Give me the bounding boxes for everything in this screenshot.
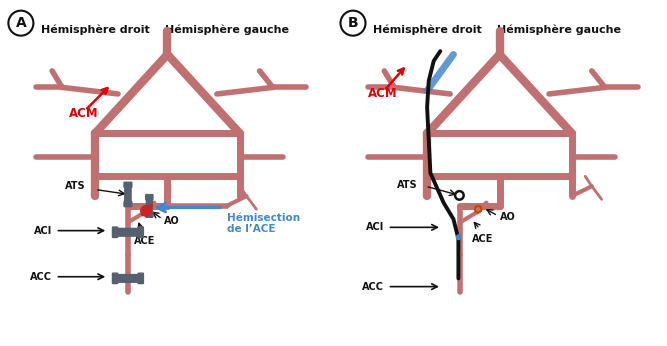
Text: ATS: ATS — [397, 180, 418, 190]
Circle shape — [456, 235, 461, 239]
Text: A: A — [15, 16, 26, 30]
Text: Hémisphère droit: Hémisphère droit — [41, 25, 149, 35]
FancyBboxPatch shape — [125, 185, 131, 204]
Text: ACM: ACM — [69, 107, 98, 120]
FancyBboxPatch shape — [146, 197, 152, 215]
Text: ACI: ACI — [366, 222, 384, 233]
Text: ACE: ACE — [472, 234, 494, 244]
Text: ACC: ACC — [30, 272, 52, 282]
Text: AO: AO — [164, 216, 180, 226]
FancyBboxPatch shape — [115, 228, 141, 236]
FancyBboxPatch shape — [115, 274, 141, 282]
Circle shape — [141, 206, 151, 216]
Text: ACE: ACE — [133, 236, 155, 246]
Text: Hémisphère gauche: Hémisphère gauche — [497, 25, 621, 35]
Text: B: B — [348, 16, 358, 30]
Text: Hémisphère gauche: Hémisphère gauche — [165, 25, 289, 35]
Text: ACM: ACM — [368, 87, 398, 100]
FancyBboxPatch shape — [124, 201, 132, 207]
FancyBboxPatch shape — [113, 227, 117, 237]
Text: ACC: ACC — [362, 282, 384, 292]
FancyBboxPatch shape — [124, 182, 132, 188]
FancyBboxPatch shape — [138, 227, 143, 237]
FancyBboxPatch shape — [138, 273, 143, 284]
FancyBboxPatch shape — [145, 212, 153, 217]
Text: AO: AO — [500, 212, 516, 222]
Text: ATS: ATS — [65, 181, 85, 191]
Text: Hémisection
de l’ACE: Hémisection de l’ACE — [227, 212, 300, 234]
FancyBboxPatch shape — [145, 194, 153, 200]
FancyBboxPatch shape — [113, 273, 117, 284]
Text: ACI: ACI — [34, 226, 52, 236]
Text: Hémisphère droit: Hémisphère droit — [373, 25, 482, 35]
